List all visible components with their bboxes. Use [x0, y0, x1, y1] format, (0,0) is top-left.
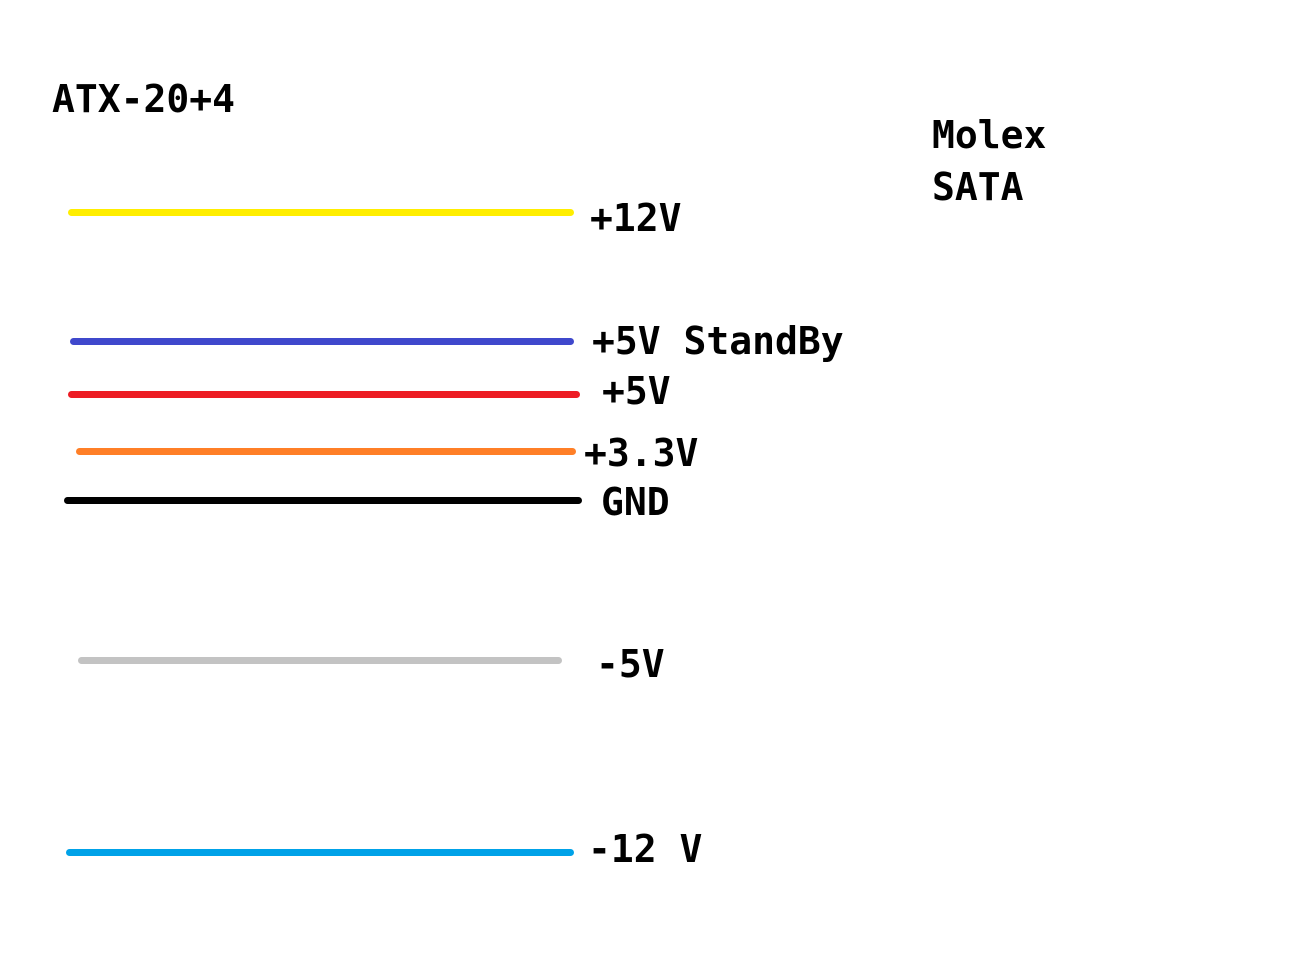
- wire-3-3v: [76, 448, 576, 455]
- wire-gnd: [64, 497, 582, 504]
- label-5v: +5V: [602, 369, 671, 413]
- wire-5v-standby: [70, 338, 574, 345]
- label-3-3v: +3.3V: [584, 431, 699, 475]
- molex-connector-title: Molex: [932, 113, 1047, 157]
- sata-connector-title: SATA: [932, 165, 1024, 209]
- label-minus-5v: -5V: [596, 642, 665, 686]
- label-minus-12v: -12 V: [588, 827, 703, 871]
- atx-connector-title: ATX-20+4: [52, 77, 236, 121]
- label-gnd: GND: [601, 480, 670, 524]
- wire-minus-5v: [78, 657, 562, 664]
- wire-minus-12v: [66, 849, 574, 856]
- wire-5v: [68, 391, 580, 398]
- label-12v: +12V: [590, 196, 682, 240]
- label-5v-standby: +5V StandBy: [592, 319, 844, 363]
- wire-12v: [68, 209, 574, 216]
